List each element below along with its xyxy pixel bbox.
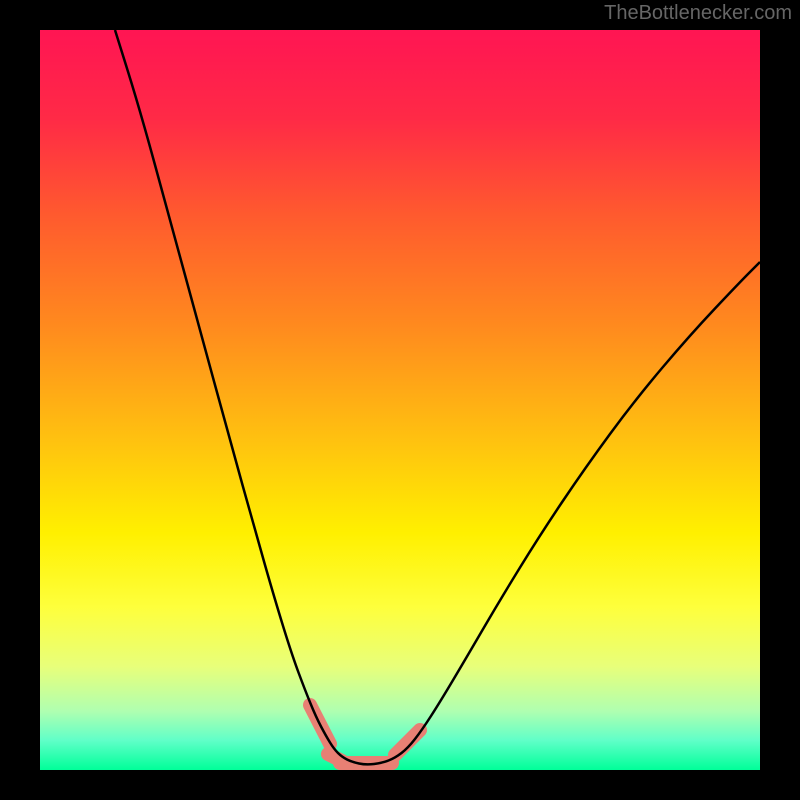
watermark-text: TheBottlenecker.com: [604, 2, 792, 25]
chart-plot-area: [40, 30, 760, 770]
bottleneck-chart: [40, 30, 760, 770]
